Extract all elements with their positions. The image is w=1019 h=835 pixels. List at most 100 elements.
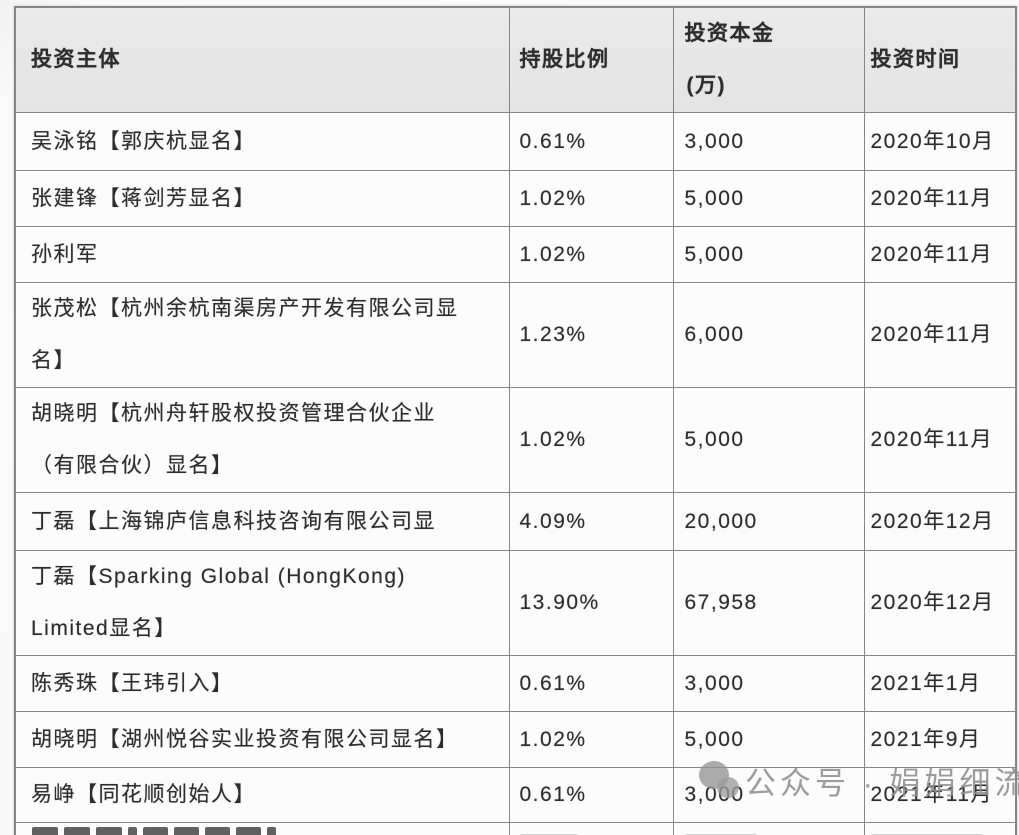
cell-ratio-clipped — [508, 822, 674, 835]
cell-entity: 胡晓明【杭州舟轩股权投资管理合伙企业 （有限合伙）显名】 — [14, 387, 510, 493]
table-row: 吴泳铭【郭庆杭显名】 0.61% 3,000 2020年10月 — [14, 112, 1017, 171]
principal-text: 5,000 — [684, 242, 745, 266]
cell-principal: 3,000 — [672, 655, 865, 712]
entity-text: 丁磊【Sparking Global (HongKong) — [31, 565, 406, 588]
entity-text: 胡晓明【杭州舟轩股权投资管理合伙企业 — [31, 402, 436, 425]
header-entity-label: 投资主体 — [31, 48, 121, 71]
header-time: 投资时间 — [863, 6, 1017, 113]
table-row: 胡晓明【湖州悦谷实业投资有限公司显名】 1.02% 5,000 2021年9月 — [14, 711, 1017, 768]
table-row: 丁磊【Sparking Global (HongKong) Limited显名】… — [14, 550, 1017, 656]
ratio-text: 1.02% — [519, 428, 587, 451]
cell-time: 2020年11月 — [863, 170, 1017, 227]
table-header-row: 投资主体 持股比例 投资本金 (万) 投资时间 — [14, 6, 1017, 113]
entity-text: 名】 — [31, 349, 76, 372]
cell-ratio: 4.09% — [508, 492, 674, 551]
ratio-text: 0.61% — [519, 783, 587, 806]
table-row: 易峥【同花顺创始人】 0.61% 3,000 2021年11月 — [14, 767, 1017, 823]
faded-text-remnant — [684, 827, 864, 835]
cell-principal: 5,000 — [672, 226, 865, 283]
time-text: 2020年10月 — [870, 129, 995, 153]
table-row: 丁磊【上海锦庐信息科技咨询有限公司显 4.09% 20,000 2020年12月 — [14, 492, 1017, 551]
cell-entity: 丁磊【Sparking Global (HongKong) Limited显名】 — [14, 550, 510, 656]
header-principal-line1: 投资本金 — [684, 22, 775, 45]
cell-time: 2021年9月 — [863, 711, 1017, 768]
header-principal-line2: (万) — [686, 74, 726, 97]
cell-principal: 5,000 — [672, 711, 865, 768]
principal-text: 5,000 — [684, 186, 745, 210]
entity-text: 胡晓明【湖州悦谷实业投资有限公司显名】 — [31, 727, 459, 751]
time-text: 2021年1月 — [870, 671, 982, 695]
ratio-text: 1.23% — [519, 323, 587, 346]
cell-ratio: 1.02% — [508, 226, 674, 283]
entity-text: 张建锋【蒋剑芳显名】 — [31, 186, 256, 210]
table-row: 陈秀珠【王玮引入】 0.61% 3,000 2021年1月 — [14, 655, 1017, 712]
cell-principal: 6,000 — [672, 282, 865, 388]
table-row: 胡晓明【杭州舟轩股权投资管理合伙企业 （有限合伙）显名】 1.02% 5,000… — [14, 387, 1017, 493]
entity-text: 吴泳铭【郭庆杭显名】 — [31, 129, 256, 153]
cell-ratio: 1.02% — [508, 711, 674, 768]
entity-text: 陈秀珠【王玮引入】 — [31, 671, 234, 695]
principal-text: 5,000 — [684, 428, 745, 451]
cell-principal: 20,000 — [672, 492, 865, 551]
principal-text: 67,958 — [684, 591, 758, 614]
table-row: 孙利军 1.02% 5,000 2020年11月 — [14, 226, 1017, 283]
ratio-text: 1.02% — [519, 242, 587, 266]
principal-text: 20,000 — [684, 509, 758, 533]
ratio-text: 1.02% — [519, 727, 587, 751]
ratio-text: 1.02% — [519, 186, 587, 210]
principal-text: 3,000 — [684, 671, 745, 695]
principal-text: 3,000 — [684, 783, 745, 806]
time-text: 2020年11月 — [870, 428, 994, 451]
entity-text: 张茂松【杭州余杭南渠房产开发有限公司显 — [31, 297, 459, 320]
cell-time: 2020年10月 — [863, 112, 1017, 171]
header-ratio: 持股比例 — [508, 6, 674, 113]
header-ratio-label: 持股比例 — [519, 48, 610, 71]
ratio-text: 4.09% — [519, 509, 587, 533]
entity-text: （有限合伙）显名】 — [31, 454, 234, 477]
entity-text: 易峥【同花顺创始人】 — [31, 783, 256, 806]
time-text: 2020年12月 — [870, 509, 995, 533]
table-row: 张茂松【杭州余杭南渠房产开发有限公司显 名】 1.23% 6,000 2020年… — [14, 282, 1017, 388]
table-row: 张建锋【蒋剑芳显名】 1.02% 5,000 2020年11月 — [14, 170, 1017, 227]
cell-entity: 易峥【同花顺创始人】 — [14, 767, 510, 823]
cell-time: 2020年11月 — [863, 387, 1017, 493]
time-text: 2020年12月 — [870, 591, 995, 614]
cell-ratio: 1.23% — [508, 282, 674, 388]
cell-entity: 胡晓明【湖州悦谷实业投资有限公司显名】 — [14, 711, 510, 768]
ratio-text: 0.61% — [519, 671, 587, 695]
cell-time-clipped — [863, 822, 1017, 835]
time-text: 2020年11月 — [870, 186, 994, 210]
header-time-label: 投资时间 — [870, 48, 961, 71]
cell-time: 2020年11月 — [863, 226, 1017, 283]
cell-entity: 丁磊【上海锦庐信息科技咨询有限公司显 — [14, 492, 510, 551]
cell-entity: 张茂松【杭州余杭南渠房产开发有限公司显 名】 — [14, 282, 510, 388]
ratio-text: 0.61% — [519, 129, 587, 153]
cell-ratio: 1.02% — [508, 170, 674, 227]
time-text: 2021年9月 — [870, 727, 982, 751]
cell-principal: 5,000 — [672, 387, 865, 493]
cell-time: 2021年1月 — [863, 655, 1017, 712]
entity-text: Limited显名】 — [31, 617, 177, 640]
cell-time: 2020年12月 — [863, 492, 1017, 551]
header-principal: 投资本金 (万) — [672, 6, 865, 113]
cell-entity: 孙利军 — [14, 226, 510, 283]
principal-text: 6,000 — [684, 323, 745, 346]
cell-time: 2020年11月 — [863, 282, 1017, 388]
cell-entity: 陈秀珠【王玮引入】 — [14, 655, 510, 712]
principal-text: 3,000 — [684, 129, 745, 153]
cell-principal: 3,000 — [672, 112, 865, 171]
investment-table: 投资主体 持股比例 投资本金 (万) 投资时间 吴泳铭【郭庆杭显名】 0.61%… — [14, 6, 1017, 835]
faded-text-remnant — [519, 827, 673, 835]
clipped-text-remnant — [31, 827, 508, 835]
cell-principal-clipped — [672, 822, 865, 835]
time-text: 2020年11月 — [870, 242, 994, 266]
cell-ratio: 1.02% — [508, 387, 674, 493]
ratio-text: 13.90% — [519, 591, 600, 614]
time-text: 2021年11月 — [870, 783, 994, 806]
cell-ratio: 0.61% — [508, 112, 674, 171]
entity-text: 孙利军 — [31, 242, 99, 266]
cell-principal: 67,958 — [672, 550, 865, 656]
entity-text: 丁磊【上海锦庐信息科技咨询有限公司显 — [31, 509, 436, 533]
cell-ratio: 13.90% — [508, 550, 674, 656]
cell-principal: 5,000 — [672, 170, 865, 227]
